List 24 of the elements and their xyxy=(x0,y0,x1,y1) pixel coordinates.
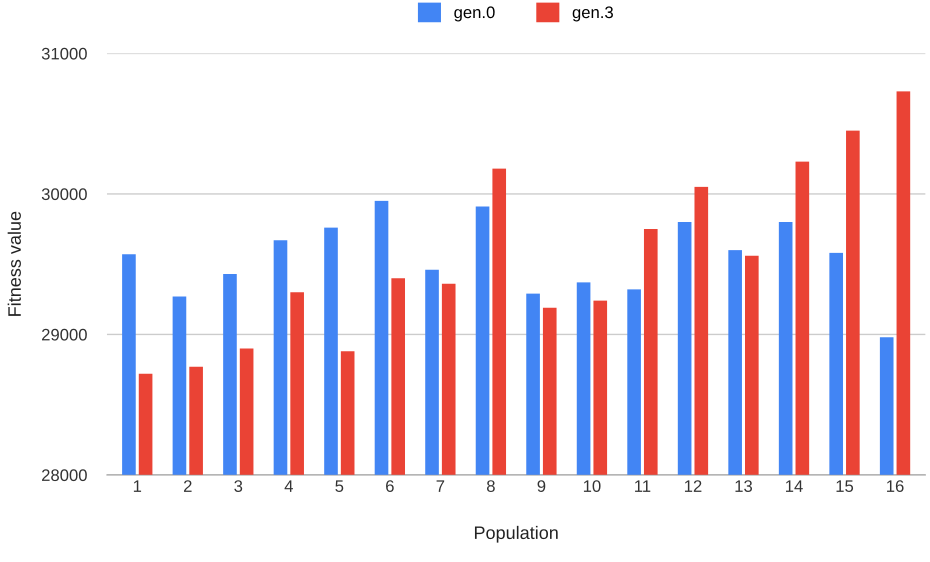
x-tick-label: 15 xyxy=(836,480,854,492)
y-axis-title: Fitness value xyxy=(8,212,21,316)
legend-label: gen.0 xyxy=(454,6,495,22)
x-tick-label: 6 xyxy=(386,480,394,492)
x-tick-label: 5 xyxy=(335,480,344,492)
y-tick-label: 28000 xyxy=(42,469,87,482)
y-tick-label: 31000 xyxy=(42,48,87,60)
x-tick-label: 7 xyxy=(436,480,444,492)
x-tick-label: 10 xyxy=(584,480,601,492)
x-tick-label: 2 xyxy=(184,480,192,492)
x-axis-title: Population xyxy=(474,526,558,543)
y-tick-label: 30000 xyxy=(42,188,87,200)
x-tick-label: 1 xyxy=(134,480,142,492)
x-tick-label: 13 xyxy=(735,480,752,492)
x-tick-label: 14 xyxy=(786,480,803,492)
x-tick-label: 16 xyxy=(887,480,904,492)
x-tick-label: 8 xyxy=(486,480,495,492)
x-tick-label: 9 xyxy=(538,480,546,492)
x-tick-label: 3 xyxy=(234,480,242,492)
x-tick-label: 4 xyxy=(284,480,293,492)
legend-label: gen.3 xyxy=(572,6,613,22)
y-tick-label: 29000 xyxy=(42,328,87,341)
x-tick-label: 12 xyxy=(684,480,702,492)
x-tick-label: 11 xyxy=(635,480,650,492)
